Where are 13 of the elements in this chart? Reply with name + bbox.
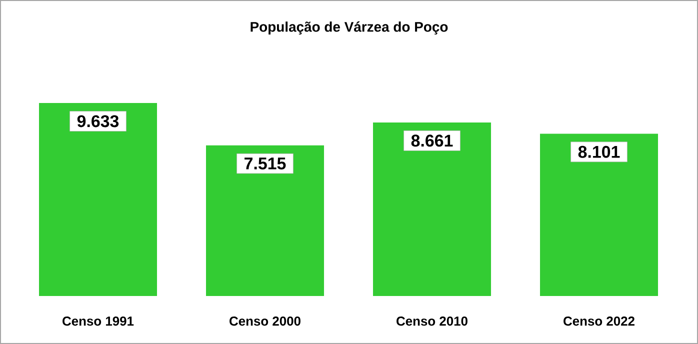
x-tick-label: Censo 1991 bbox=[62, 316, 134, 326]
x-tick-label: Censo 2022 bbox=[564, 316, 634, 326]
data-label: 9.633 bbox=[77, 115, 119, 128]
bar bbox=[373, 122, 492, 296]
bar bbox=[206, 145, 324, 296]
bar bbox=[39, 102, 158, 296]
data-label: 8.661 bbox=[411, 134, 453, 147]
x-tick-label: Censo 2010 bbox=[396, 316, 468, 326]
bar bbox=[540, 134, 658, 296]
chart-title: População de Várzea do Poço bbox=[250, 21, 448, 35]
x-tick-label: Censo 2000 bbox=[230, 316, 300, 326]
data-label: 7.515 bbox=[244, 158, 286, 170]
data-label: 8.101 bbox=[578, 146, 620, 158]
